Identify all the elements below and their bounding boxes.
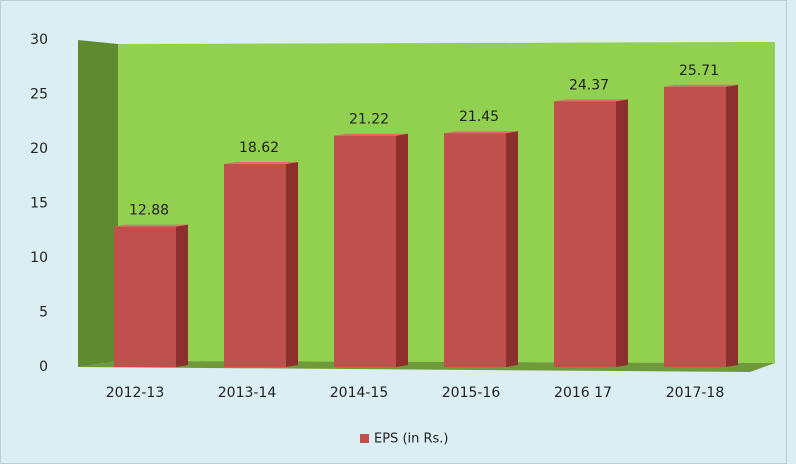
bar-top (444, 131, 518, 134)
bar (664, 86, 726, 368)
bar-side (286, 162, 298, 367)
y-tick-label: 0 (39, 359, 48, 375)
data-label: 21.22 (349, 112, 389, 128)
bar-top (554, 99, 628, 102)
data-label: 21.45 (459, 109, 499, 125)
x-tick-label: 2014-15 (330, 385, 389, 401)
legend-label: EPS (in Rs.) (374, 432, 449, 447)
data-label: 18.62 (239, 140, 279, 156)
data-label: 24.37 (569, 77, 609, 93)
y-tick-label: 15 (30, 196, 48, 212)
bar (114, 226, 176, 367)
side-wall (78, 40, 118, 367)
bar (334, 135, 396, 367)
bar-side (506, 131, 518, 367)
bar-top (334, 133, 408, 136)
x-tick-label: 2017-18 (666, 385, 725, 401)
x-tick-label: 2013-14 (218, 385, 277, 401)
x-tick-label: 2016 17 (554, 385, 612, 401)
bar-side (726, 84, 738, 368)
y-tick-label: 5 (39, 305, 48, 321)
bar (224, 164, 286, 367)
legend-swatch (360, 434, 369, 443)
y-tick-label: 10 (30, 250, 48, 266)
bar-top (114, 224, 188, 227)
x-tick-label: 2012-13 (106, 385, 165, 401)
bar-side (396, 133, 408, 367)
x-tick-label: 2015-16 (442, 385, 501, 401)
y-tick-label: 30 (30, 32, 48, 48)
bar-side (176, 224, 188, 367)
bar-top (224, 162, 298, 165)
bar-side (616, 99, 628, 367)
data-label: 25.71 (679, 63, 719, 79)
bar (444, 133, 506, 367)
bar (554, 101, 616, 367)
bar-top (664, 84, 738, 87)
y-tick-label: 25 (30, 87, 48, 103)
y-tick-label: 20 (30, 141, 48, 157)
data-label: 12.88 (129, 203, 169, 219)
